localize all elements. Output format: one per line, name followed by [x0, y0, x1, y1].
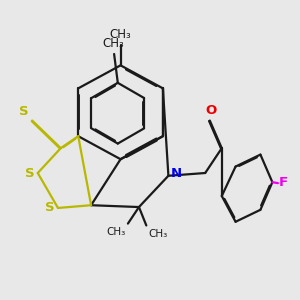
Text: CH₃: CH₃	[110, 28, 131, 41]
Text: CH₃: CH₃	[148, 229, 167, 239]
Text: S: S	[19, 105, 28, 118]
Text: S: S	[45, 202, 54, 214]
Text: F: F	[279, 176, 288, 189]
Text: N: N	[171, 167, 182, 180]
Text: S: S	[26, 167, 35, 179]
Text: CH₃: CH₃	[102, 37, 124, 50]
Text: CH₃: CH₃	[107, 227, 126, 237]
Text: O: O	[205, 104, 216, 117]
